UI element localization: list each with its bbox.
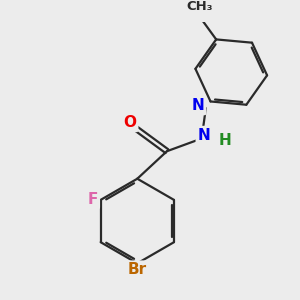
Text: CH₃: CH₃ xyxy=(186,0,212,13)
Text: N: N xyxy=(197,128,210,142)
Text: F: F xyxy=(88,192,98,207)
Text: Br: Br xyxy=(128,262,147,277)
Text: N: N xyxy=(192,98,205,113)
Text: O: O xyxy=(124,116,136,130)
Text: H: H xyxy=(218,133,231,148)
